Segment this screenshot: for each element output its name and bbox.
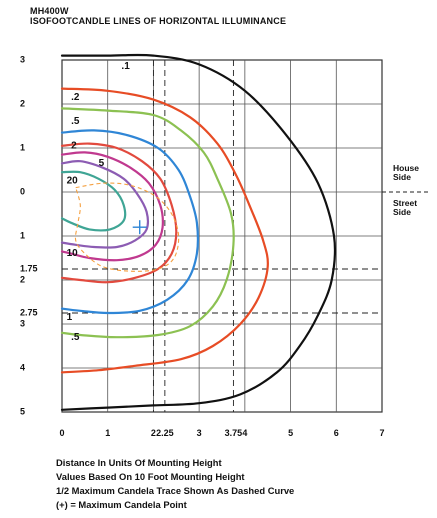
curve-label: 2 — [71, 140, 77, 151]
curve-label: 20 — [67, 176, 79, 187]
curve-label: .2 — [71, 92, 80, 103]
street-side-label: Street — [393, 198, 417, 208]
y-tick-label: 1 — [20, 230, 25, 240]
y-tick-label: 0 — [20, 186, 25, 196]
x-tick-label: 3.75 — [225, 428, 243, 438]
isofootcandle-curve — [60, 87, 269, 374]
max-candela-note: (+) = Maximum Candela Point — [56, 499, 187, 510]
isofootcandle-curve — [60, 170, 127, 232]
house-side-label: House — [393, 163, 419, 173]
x-tick-label: 2 — [151, 428, 156, 438]
x-tick-label: 1 — [105, 428, 110, 438]
isofootcandle-curves — [60, 53, 337, 411]
house-side-label: Side — [393, 172, 411, 182]
x-tick-label: 7 — [379, 428, 384, 438]
x-tick-label: 5 — [288, 428, 293, 438]
x-tick-label: 2.25 — [156, 428, 174, 438]
street-side-label: Side — [393, 207, 411, 217]
isofootcandle-curve — [60, 151, 164, 262]
y-tick-label: 4 — [20, 362, 25, 372]
isofootcandle-curve — [60, 53, 337, 411]
x-tick-label: 4 — [242, 428, 247, 438]
y-tick-label: 1.75 — [20, 263, 38, 273]
y-tick-label: 2 — [20, 274, 25, 284]
xlabel-note: Distance In Units Of Mounting Height — [56, 457, 222, 468]
curve-label: .5 — [71, 116, 80, 127]
y-tick-label: 2.75 — [20, 307, 38, 317]
isofootcandle-curve — [60, 142, 178, 284]
x-tick-label: 6 — [334, 428, 339, 438]
fixture-model: MH400W — [30, 6, 69, 16]
curve-labels: .1 .2 .5 2 5 20 10 1 .5 — [67, 61, 131, 343]
y-tick-label: 2 — [20, 98, 25, 108]
x-tick-label: 0 — [59, 428, 64, 438]
dashed-curve-note: 1/2 Maximum Candela Trace Shown As Dashe… — [56, 485, 295, 496]
x-tick-label: 3 — [197, 428, 202, 438]
chart-title: ISOFOOTCANDLE LINES OF HORIZONTAL ILLUMI… — [30, 16, 287, 26]
curve-label: .5 — [71, 332, 80, 343]
isofootcandle-curve — [60, 159, 149, 249]
curve-label: 10 — [67, 248, 79, 259]
isofootcandle-curve — [60, 129, 199, 315]
curve-label: .1 — [121, 61, 130, 72]
curve-label: 5 — [99, 158, 105, 169]
y-tick-label: 3 — [20, 318, 25, 328]
isofootcandle-curve — [60, 107, 235, 339]
mounting-height-note: Values Based On 10 Foot Mounting Height — [56, 471, 245, 482]
curve-label: 1 — [67, 312, 73, 323]
y-tick-label: 1 — [20, 142, 25, 152]
y-tick-label: 3 — [20, 54, 25, 64]
chart-notes: Distance In Units Of Mounting Height Val… — [56, 456, 294, 512]
y-tick-label: 5 — [20, 406, 25, 416]
half-max-candela-trace — [74, 182, 180, 272]
